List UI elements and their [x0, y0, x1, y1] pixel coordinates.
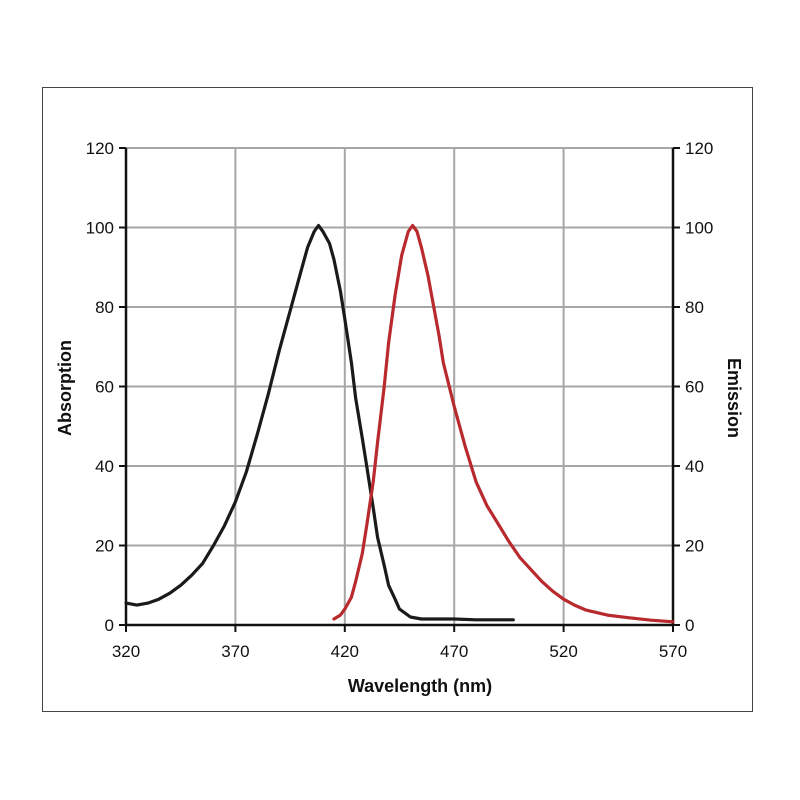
x-axis-title: Wavelength (nm) [348, 676, 492, 696]
grid [126, 147, 673, 625]
y-tick-label-right: 40 [685, 457, 704, 476]
x-tick-label: 420 [331, 642, 359, 661]
chart-frame [42, 87, 753, 712]
y-axis-title-right: Emission [724, 358, 744, 438]
y-tick-label-right: 0 [685, 616, 694, 635]
absorption-series-line [124, 223, 515, 622]
y-tick-label-left: 120 [86, 139, 114, 158]
x-tick-label: 370 [221, 642, 249, 661]
emission-series-line [332, 223, 675, 624]
series-layer [124, 223, 675, 624]
y-tick-label-left: 40 [95, 457, 114, 476]
x-tick-label: 320 [112, 642, 140, 661]
x-tick-label: 470 [440, 642, 468, 661]
y-tick-label-right: 100 [685, 219, 713, 238]
y-tick-label-left: 100 [86, 219, 114, 238]
y-tick-label-left: 0 [105, 616, 114, 635]
x-tick-label: 570 [659, 642, 687, 661]
y-tick-label-right: 20 [685, 537, 704, 556]
x-tick-label: 520 [549, 642, 577, 661]
y-tick-label-right: 80 [685, 298, 704, 317]
y-tick-label-left: 60 [95, 378, 114, 397]
axes [119, 147, 680, 632]
tick-labels: 0 0 20 20 40 40 60 60 80 80 100 100 120 120 320 370 420 4… [86, 139, 714, 661]
y-tick-label-left: 20 [95, 537, 114, 556]
y-tick-label-right: 120 [685, 139, 713, 158]
y-tick-label-left: 80 [95, 298, 114, 317]
y-tick-label-right: 60 [685, 378, 704, 397]
y-axis-title-left: Absorption [55, 340, 75, 436]
